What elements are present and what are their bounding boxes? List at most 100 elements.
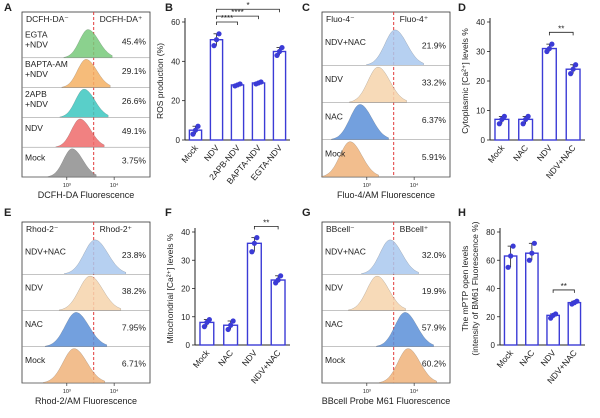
x-axis-label: Rhod-2/AM Fluorescence [35,396,137,406]
y-tick-label: 60 [486,256,495,265]
data-point [505,264,511,270]
y-tick-label: 60 [171,18,180,27]
row-label: EGTA [25,29,48,39]
panel-E: E Rhod-2⁻ Rhod-2⁺ NDV+NAC 23.8% NDV 38.2% NAC 7.… [4,207,151,406]
tick-label: 10³ [63,389,71,395]
data-point [230,318,236,324]
data-point [276,48,283,55]
data-point [520,121,526,127]
x-tick-label: NDV [535,143,554,163]
tick-label: 10³ [363,389,371,395]
data-point [195,123,201,129]
histogram-curve [376,312,434,347]
x-tick-label: NDV [202,143,221,163]
row-value: 26.6% [122,96,147,106]
row-label: Mock [25,153,46,163]
panel-letter: B [165,2,173,14]
bar [503,255,518,346]
panel-letter: A [4,2,12,14]
histogram-curve [59,88,109,118]
row-label: Mock [325,149,346,159]
row-label: +NDV [25,69,48,79]
y-tick-label: 0 [186,341,191,350]
histogram-curve [58,275,122,311]
data-point [254,235,260,241]
x-tick-label: Mock [494,347,515,370]
y-tick-label: 80 [486,228,495,237]
gate-label-right: Rhod-2⁺ [100,224,133,234]
histogram-curve [63,29,113,59]
y-tick-label: 40 [486,285,495,294]
data-point [526,257,532,263]
significance-bracket [253,225,279,230]
y-tick-label: 0 [491,341,496,350]
significance-bracket [548,31,574,36]
data-point [249,249,255,255]
panel-C: C Fluo-4⁻ Fluo-4⁺ NDV+NAC 21.9% NDV 33.2% NAC 6.… [302,2,451,200]
row-value: 49.1% [122,126,147,136]
y-axis-label: (intensity of BM61 Fluorescence %) [470,221,480,355]
row-value: 32.0% [422,250,447,260]
y-tick-label: 30 [181,256,190,265]
x-tick-label: NDV [538,348,557,368]
significance-label: **** [221,14,233,23]
row-label: +NDV [25,39,48,49]
data-point [190,131,196,137]
y-tick-label: 20 [181,285,190,294]
histogram-curve [63,239,127,275]
data-point [525,113,531,119]
gate-label-left: Fluo-4⁻ [326,14,355,24]
y-tick-label: 20 [476,77,485,86]
row-label: NAC [325,319,343,329]
y-tick-label: 0 [481,136,486,145]
gate-label-left: BBcell⁻ [326,224,355,234]
data-point [501,113,507,119]
row-value: 57.9% [422,322,447,332]
row-value: 29.1% [122,66,147,76]
gate-label-right: Fluo-4⁺ [400,14,429,24]
bar [230,84,245,141]
row-value: 19.9% [422,286,447,296]
histogram-curve [331,104,389,140]
data-point [258,79,264,85]
bar [251,82,266,141]
tick-label: 10³ [363,183,371,189]
data-point [529,250,535,256]
x-axis-label: Fluo-4/AM Fluorescence [337,190,435,200]
panel-letter: F [165,207,172,219]
x-axis-label: DCFH-DA Fluorescence [38,190,135,200]
tick-label: 10⁴ [410,388,419,395]
x-tick-label: Mock [179,142,200,165]
row-label: Mock [25,355,46,365]
histogram-curve [42,348,106,384]
bar [209,39,224,141]
row-value: 3.75% [122,156,147,166]
y-tick-label: 40 [476,18,485,27]
data-point [570,66,576,72]
row-value: 7.95% [122,322,147,332]
histogram-curve [379,348,437,384]
panel-letter: G [302,207,311,219]
data-point [508,253,514,259]
data-point [192,127,199,133]
row-value: 6.71% [122,359,147,369]
x-tick-label: Mock [486,142,507,165]
panel-G: G BBcell⁻ BBcell⁺ NDV+NAC 32.0% NDV 19.9% NAC 57… [302,207,451,406]
histogram-curve [321,141,379,178]
row-label: NDV [325,74,343,84]
data-point [275,277,281,283]
x-axis-label: BBcell Probe M61 Fluorescence [322,396,451,406]
data-point [216,31,222,37]
histogram-curve [366,29,424,66]
significance-label: * [246,1,249,10]
gate-label-right: DCFH-DA⁺ [100,14,143,24]
data-point [228,322,234,328]
significance-label: **** [231,8,243,17]
y-axis-label: The mPTP open levels [460,246,470,332]
panel-letter: H [458,207,466,219]
data-point [279,44,285,51]
data-point [201,324,207,330]
